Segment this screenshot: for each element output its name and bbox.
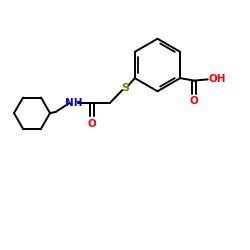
Text: S: S (121, 82, 129, 92)
Text: O: O (88, 118, 96, 128)
Text: O: O (190, 96, 198, 106)
Text: NH: NH (65, 98, 82, 108)
Text: OH: OH (209, 74, 226, 85)
